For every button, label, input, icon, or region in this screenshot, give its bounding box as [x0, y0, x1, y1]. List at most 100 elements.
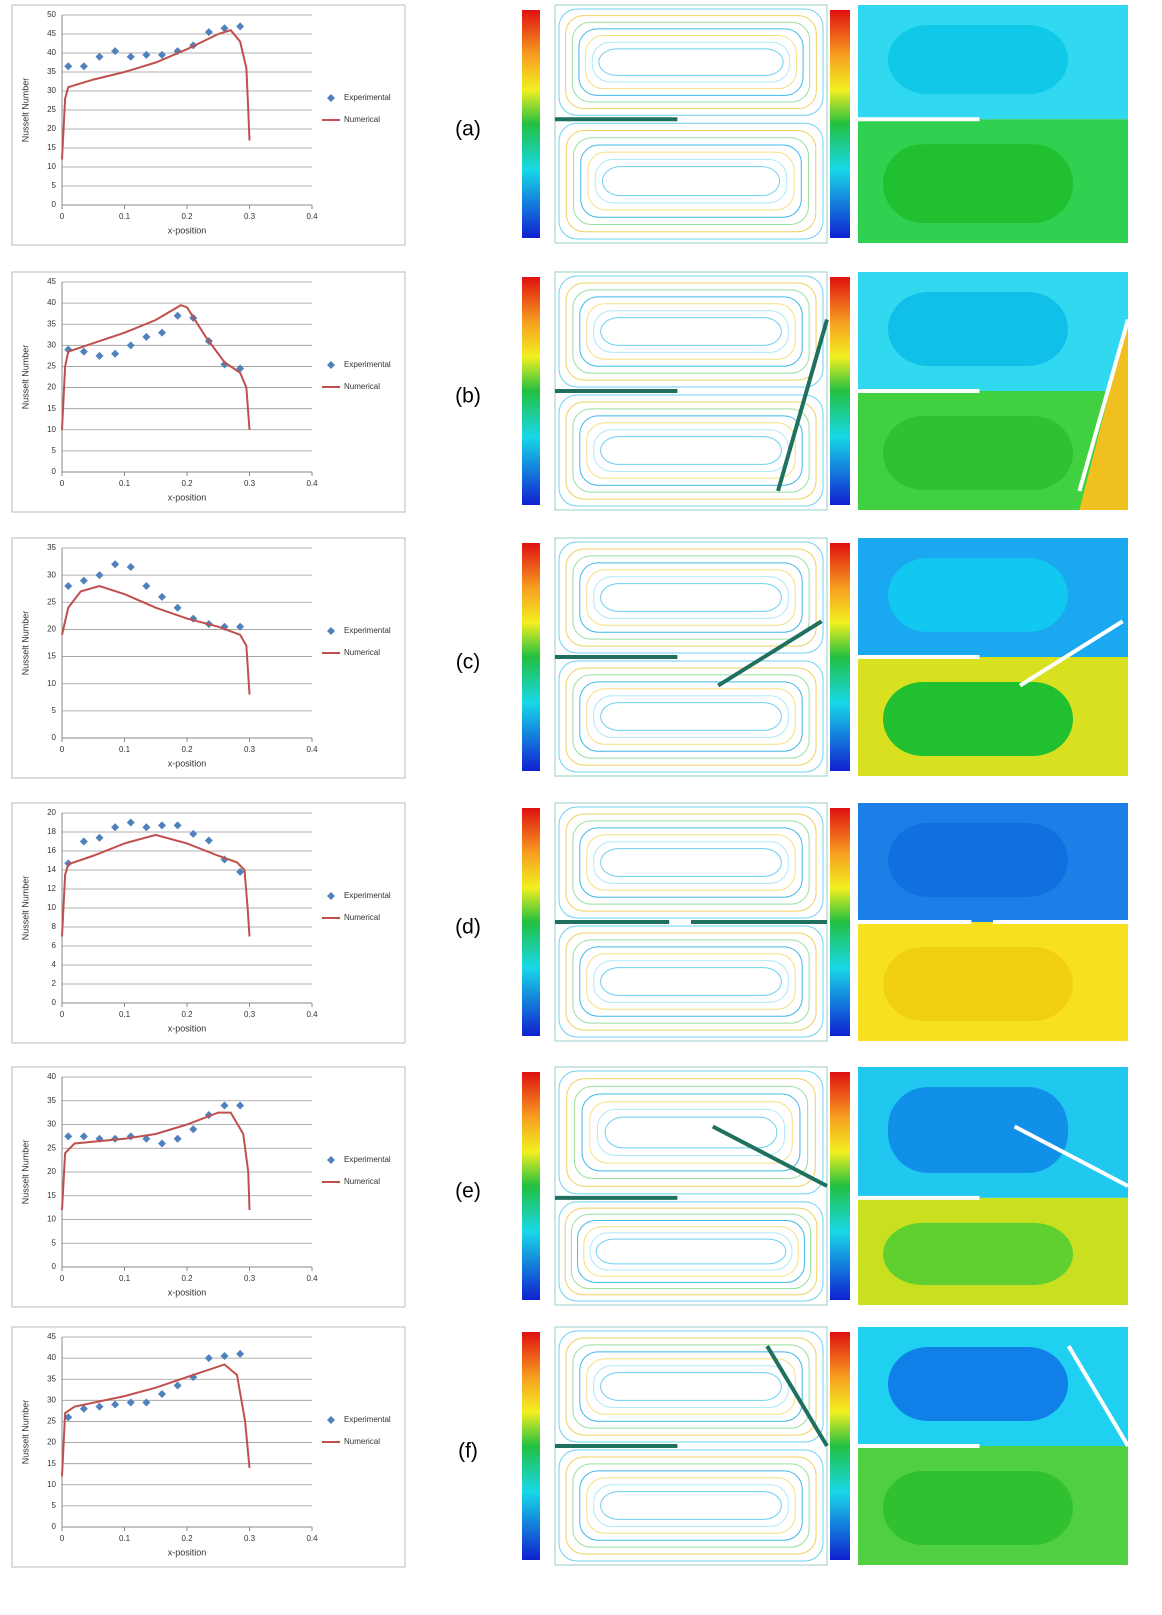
y-tick-label: 40 [47, 48, 56, 57]
x-tick-label: 0.3 [244, 1534, 256, 1543]
x-axis-title: x-position [168, 1547, 207, 1557]
y-tick-label: 8 [52, 922, 57, 931]
x-tick-label: 0.3 [244, 1274, 256, 1283]
legend-label: Experimental [344, 1155, 391, 1164]
y-tick-label: 6 [52, 941, 57, 950]
y-tick-label: 45 [47, 29, 56, 38]
y-tick-label: 10 [47, 1215, 56, 1224]
contour-bottom-core [883, 947, 1073, 1021]
y-tick-label: 5 [52, 706, 57, 715]
panel-label: (e) [455, 1180, 481, 1203]
x-tick-label: 0.4 [306, 1274, 318, 1283]
panel-label: (d) [455, 916, 481, 939]
x-tick-label: 0.3 [244, 212, 256, 221]
y-tick-label: 20 [47, 383, 56, 392]
y-axis-title: Nusselt Number [20, 345, 30, 410]
y-tick-label: 5 [52, 446, 57, 455]
x-tick-label: 0.1 [119, 212, 131, 221]
x-tick-label: 0 [60, 745, 65, 754]
x-tick-label: 0.2 [181, 212, 193, 221]
y-tick-label: 20 [47, 1438, 56, 1447]
panel-label: (f) [458, 1440, 478, 1463]
y-tick-label: 10 [47, 1480, 56, 1489]
y-tick-label: 14 [47, 865, 56, 874]
colorbar [522, 543, 540, 771]
y-axis-title: Nusselt Number [20, 611, 30, 676]
colorbar [522, 1072, 540, 1300]
y-tick-label: 16 [47, 846, 56, 855]
y-tick-label: 0 [52, 1522, 57, 1531]
y-tick-label: 15 [47, 404, 56, 413]
x-axis-title: x-position [168, 758, 207, 768]
y-tick-label: 15 [47, 143, 56, 152]
colorbar [830, 10, 850, 238]
legend-label: Numerical [344, 382, 380, 391]
x-tick-label: 0.2 [181, 1534, 193, 1543]
panel-label: (c) [456, 651, 481, 674]
colorbar [830, 543, 850, 771]
contour-top-core [888, 558, 1068, 632]
y-tick-label: 30 [47, 570, 56, 579]
contour-bottom-core [883, 1471, 1073, 1545]
x-axis-title: x-position [168, 1023, 207, 1033]
y-tick-label: 30 [47, 1395, 56, 1404]
x-axis-title: x-position [168, 225, 207, 235]
y-tick-label: 35 [47, 1374, 56, 1383]
x-tick-label: 0.4 [306, 479, 318, 488]
chart-frame [12, 1327, 405, 1567]
colorbar [522, 808, 540, 1036]
colorbar [830, 1072, 850, 1300]
x-tick-label: 0.2 [181, 479, 193, 488]
y-tick-label: 25 [47, 597, 56, 606]
y-tick-label: 10 [47, 425, 56, 434]
x-tick-label: 0 [60, 1274, 65, 1283]
legend-label: Experimental [344, 626, 391, 635]
x-tick-label: 0.1 [119, 1274, 131, 1283]
x-tick-label: 0 [60, 479, 65, 488]
y-tick-label: 15 [47, 652, 56, 661]
y-tick-label: 15 [47, 1191, 56, 1200]
y-tick-label: 40 [47, 1353, 56, 1362]
figure: 0510152025303540455000.10.20.30.4x-posit… [0, 0, 1162, 1615]
y-tick-label: 15 [47, 1459, 56, 1468]
contour-top-core [888, 292, 1068, 366]
y-tick-label: 20 [47, 808, 56, 817]
y-tick-label: 20 [47, 124, 56, 133]
y-tick-label: 4 [52, 960, 57, 969]
panel-label: (a) [455, 118, 481, 141]
x-tick-label: 0.4 [306, 212, 318, 221]
y-axis-title: Nusselt Number [20, 1140, 30, 1205]
y-tick-label: 35 [47, 319, 56, 328]
y-tick-label: 25 [47, 362, 56, 371]
y-tick-label: 2 [52, 979, 57, 988]
y-axis-title: Nusselt Number [20, 1400, 30, 1465]
y-tick-label: 0 [52, 998, 57, 1007]
legend-label: Experimental [344, 891, 391, 900]
y-tick-label: 0 [52, 200, 57, 209]
x-tick-label: 0.3 [244, 479, 256, 488]
contour-bottom-core [883, 144, 1073, 223]
y-tick-label: 30 [47, 340, 56, 349]
y-axis-title: Nusselt Number [20, 78, 30, 143]
y-tick-label: 10 [47, 903, 56, 912]
y-tick-label: 5 [52, 181, 57, 190]
x-tick-label: 0.4 [306, 1010, 318, 1019]
y-tick-label: 0 [52, 733, 57, 742]
y-tick-label: 0 [52, 467, 57, 476]
colorbar [830, 277, 850, 505]
legend-label: Experimental [344, 1415, 391, 1424]
x-tick-label: 0 [60, 212, 65, 221]
contour-bottom-core [883, 416, 1073, 490]
y-tick-label: 25 [47, 1143, 56, 1152]
y-tick-label: 0 [52, 1262, 57, 1271]
x-tick-label: 0.2 [181, 1274, 193, 1283]
y-tick-label: 12 [47, 884, 56, 893]
y-tick-label: 25 [47, 105, 56, 114]
chart-frame [12, 5, 405, 245]
legend-label: Numerical [344, 115, 380, 124]
chart-frame [12, 1067, 405, 1307]
x-tick-label: 0.2 [181, 1010, 193, 1019]
y-tick-label: 5 [52, 1501, 57, 1510]
contour-top-core [888, 25, 1068, 94]
colorbar [522, 1332, 540, 1560]
